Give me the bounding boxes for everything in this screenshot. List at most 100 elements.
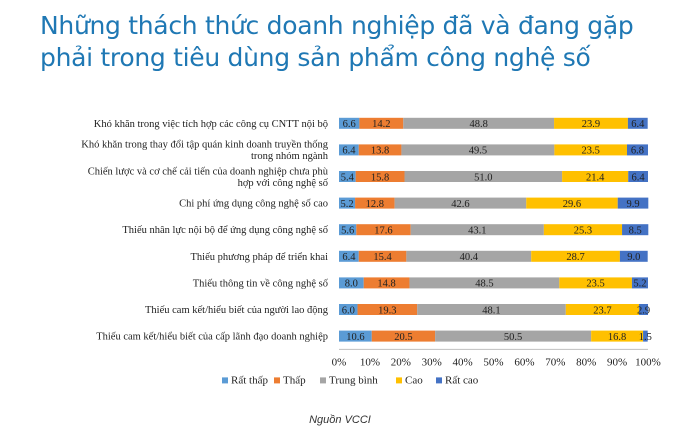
x-tick-label: 0% xyxy=(332,356,347,368)
x-tick-label: 40% xyxy=(453,356,473,368)
bar-segment xyxy=(355,171,405,182)
x-tick-label: 30% xyxy=(422,356,442,368)
bar-segment xyxy=(339,197,356,209)
bar-segment xyxy=(554,144,627,156)
data-label: 6.0 xyxy=(342,305,355,316)
legend-label: Thấp xyxy=(283,374,306,386)
bar-segment xyxy=(363,277,410,289)
category-label: Thiếu phương pháp để triển khai xyxy=(191,252,329,263)
bar-segment xyxy=(339,277,364,289)
legend-label: Rất cao xyxy=(445,374,479,386)
bar-segment xyxy=(622,224,649,236)
bar-segment xyxy=(559,277,632,289)
data-label: 13.8 xyxy=(371,146,389,157)
data-label: 8.5 xyxy=(629,226,642,237)
x-tick-label: 90% xyxy=(607,356,627,368)
data-label: 40.4 xyxy=(460,252,479,263)
x-tick-label: 70% xyxy=(545,356,565,368)
data-label: 42.6 xyxy=(451,199,469,210)
category-label: Thiếu cam kết/hiểu biết của người lao độ… xyxy=(145,305,329,316)
data-label: 9.9 xyxy=(626,199,639,210)
bar-segment xyxy=(401,144,555,156)
legend-swatch xyxy=(320,377,326,384)
bar-segment xyxy=(591,330,644,342)
data-label: 5.2 xyxy=(340,199,353,210)
data-label: 9.0 xyxy=(627,252,640,263)
x-tick-label: 60% xyxy=(514,356,534,368)
legend-swatch xyxy=(222,377,228,384)
bars-group: 6.6 14.2 48.8 23.9 6.4 6.4 13.8 49.5 23.5 6.8 5.4 1… xyxy=(339,117,652,343)
data-label: 49.5 xyxy=(469,146,487,157)
bar-segment xyxy=(531,250,620,262)
bar-segment xyxy=(543,224,623,236)
data-label: 50.5 xyxy=(504,332,522,343)
data-label: 19.3 xyxy=(378,305,396,316)
category-label: Thiếu cam kết/hiểu biết của cấp lãnh đạo… xyxy=(96,332,328,343)
data-label: 15.8 xyxy=(371,172,389,183)
bar-segment xyxy=(617,197,649,209)
x-tick-label: 10% xyxy=(360,356,380,368)
legend-swatch xyxy=(396,377,402,384)
bar-segment xyxy=(565,304,640,315)
bar-segment xyxy=(404,171,563,182)
data-label: 23.7 xyxy=(593,305,611,316)
x-tick-label: 100% xyxy=(635,356,661,368)
bar-segment xyxy=(406,250,532,262)
category-label: Khó khăn trong việc tích hợp các công cụ… xyxy=(94,119,328,130)
data-label: 23.5 xyxy=(586,279,604,290)
bar-segment xyxy=(628,171,648,182)
data-label: 6.8 xyxy=(631,146,644,157)
bar-segment xyxy=(409,277,560,289)
data-label: 48.5 xyxy=(475,279,493,290)
category-labels: Khó khăn trong việc tích hợp các công cụ… xyxy=(81,119,328,343)
bar-segment xyxy=(394,197,527,209)
data-label: 6.4 xyxy=(342,146,356,157)
bar-segment xyxy=(619,250,648,262)
x-tick-label: 80% xyxy=(576,356,596,368)
data-label: 10.6 xyxy=(346,332,364,343)
bar-segment xyxy=(339,117,360,129)
legend-label: Trung bình xyxy=(329,374,378,386)
data-label: 21.4 xyxy=(586,172,605,183)
bar-segment xyxy=(339,250,359,262)
data-label: 5.2 xyxy=(633,279,646,290)
legend-label: Cao xyxy=(405,374,423,386)
legend: Rất thấp Thấp Trung bình Cao Rất cao xyxy=(222,374,479,386)
bar-segment xyxy=(339,304,358,315)
data-label: 5.6 xyxy=(341,226,354,237)
bar-segment xyxy=(403,117,555,129)
legend-swatch xyxy=(274,377,280,384)
data-label: 23.5 xyxy=(581,146,599,157)
category-label: Chiến lược và cơ chế cải tiến của doanh … xyxy=(88,166,329,189)
data-label: 5.4 xyxy=(341,172,355,183)
data-label: 6.4 xyxy=(631,119,645,130)
data-label: 16.8 xyxy=(608,332,626,343)
x-tick-label: 50% xyxy=(483,356,503,368)
bar-segment xyxy=(339,144,359,156)
bar-segment xyxy=(356,224,411,236)
bar-segment xyxy=(526,197,618,209)
data-label: 17.6 xyxy=(374,226,392,237)
bar-segment xyxy=(355,197,395,209)
data-label: 12.8 xyxy=(366,199,384,210)
bar-segment xyxy=(631,277,648,289)
data-label: 25.3 xyxy=(574,226,592,237)
bar-segment xyxy=(339,224,357,236)
data-label: 8.0 xyxy=(345,279,358,290)
data-label: 15.4 xyxy=(373,252,392,263)
bar-segment xyxy=(371,330,436,342)
x-axis-ticks: 0% 10% 20% 30% 40% 50% 60% 70% 80% 90% 100% xyxy=(332,348,661,368)
data-label: 6.4 xyxy=(342,252,356,263)
data-label: 6.6 xyxy=(343,119,356,130)
category-label: Thiếu thông tin về công nghệ số xyxy=(193,278,329,289)
bar-segment xyxy=(639,304,648,315)
bar-segment xyxy=(358,144,402,156)
data-label: 43.1 xyxy=(468,226,486,237)
data-label: 51.0 xyxy=(474,172,492,183)
bar-segment xyxy=(417,304,566,315)
page-title: Những thách thức doanh nghiệp đã và đang… xyxy=(40,11,634,72)
data-label: 29.6 xyxy=(563,199,581,210)
bar-segment xyxy=(554,117,628,129)
bar-segment xyxy=(339,330,372,342)
